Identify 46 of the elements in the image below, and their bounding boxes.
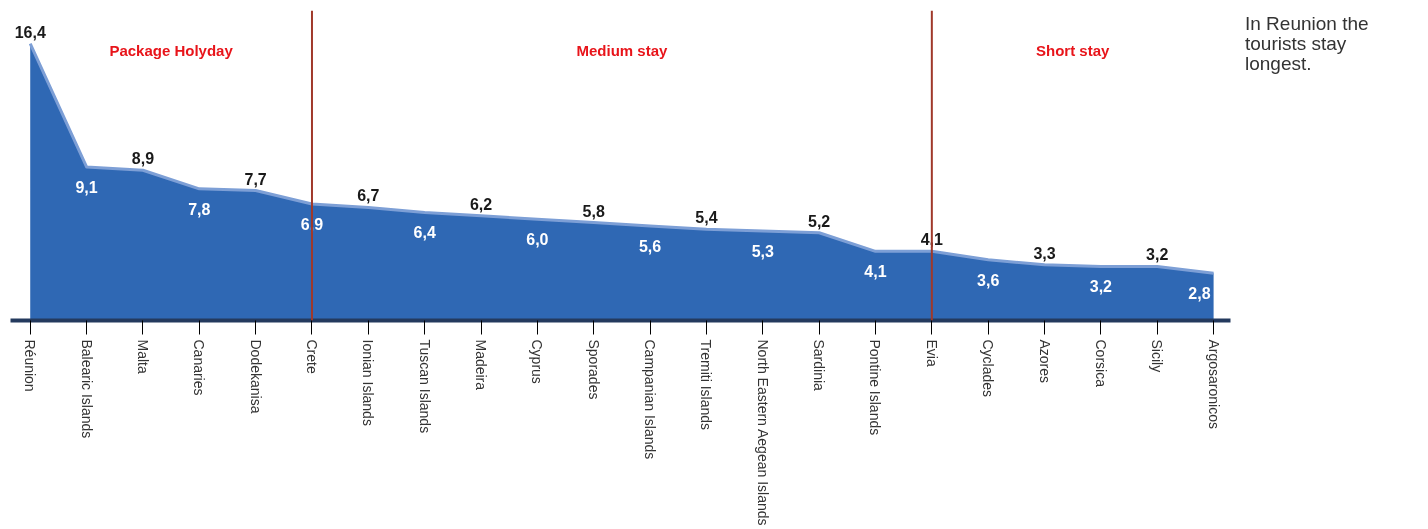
x-tick-label: North Eastern Aegean Islands (754, 339, 771, 526)
x-tick-label: Campanian Islands (642, 339, 659, 460)
x-tick-label: Tuscan Islands (416, 339, 433, 434)
data-label: 8,9 (131, 150, 155, 168)
data-label: 5,6 (638, 237, 662, 255)
data-label: 7,8 (188, 200, 211, 218)
data-label: 7,7 (244, 170, 267, 188)
data-label: 9,1 (75, 178, 98, 196)
x-tick-label: Ionian Islands (360, 339, 377, 426)
data-label: 6,4 (413, 224, 436, 242)
x-tick-label: Evia (923, 339, 940, 367)
x-tick-label: Sporades (585, 339, 602, 400)
data-label: 6,2 (469, 195, 493, 213)
data-label: 3,3 (1033, 244, 1056, 262)
x-tick-label: Tremiti Islands (698, 339, 715, 431)
x-tick-label: Madeira (473, 339, 490, 391)
data-label: 3,2 (1089, 278, 1113, 296)
x-tick-label: Corsica (1092, 339, 1109, 388)
data-label: 3,2 (1146, 246, 1169, 264)
x-tick-label: Pontine Islands (867, 339, 884, 436)
annotation: Package Holyday (109, 42, 234, 59)
x-tick-label: Cyprus (529, 339, 546, 384)
data-label: 5,8 (582, 202, 605, 220)
text: In Reunion the tourists stay longest. (1245, 13, 1370, 74)
data-label: 4,1 (864, 263, 887, 281)
x-tick-label: Dodekanisa (247, 339, 264, 414)
x-tick-label: Malta (134, 339, 151, 374)
annotation: Medium stay (576, 42, 668, 59)
x-tick-label: Cyclades (980, 339, 997, 398)
x-tick-label: Réunion (22, 339, 39, 392)
data-label: 5,4 (695, 209, 718, 227)
x-tick-label: Sicily (1149, 339, 1166, 373)
x-tick-label: Crete (303, 339, 320, 374)
data-label: 2,8 (1188, 285, 1211, 303)
data-label: 5,3 (751, 243, 775, 261)
annotation: Short stay (1036, 42, 1111, 59)
data-label: 5,2 (808, 212, 831, 230)
x-tick-label: Argosaronicos (1205, 339, 1222, 429)
x-tick-label: Sardinia (811, 339, 828, 392)
data-label: 3,6 (977, 271, 1000, 289)
data-label: 6,7 (357, 187, 380, 205)
data-label: 6,0 (526, 231, 549, 249)
x-tick-label: Azores (1036, 339, 1053, 384)
data-label: 16,4 (14, 23, 46, 41)
x-tick-label: Balearic Islands (78, 339, 95, 439)
x-tick-label: Canaries (191, 339, 208, 396)
